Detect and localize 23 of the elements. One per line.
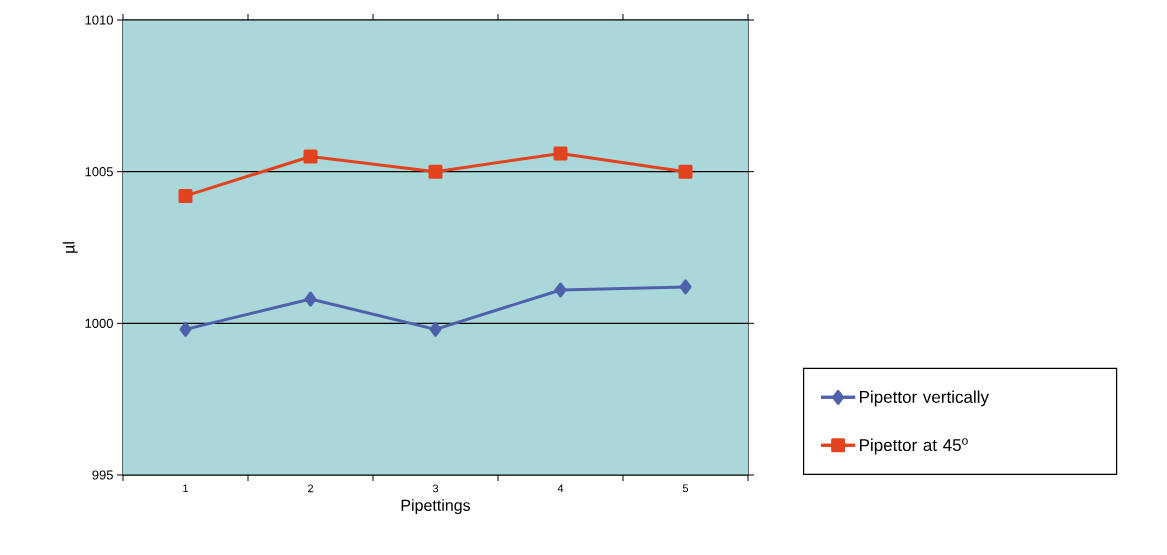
y-axis-title: µl — [62, 242, 78, 253]
y-tick-label: 995 — [92, 470, 113, 480]
y-tick-label: 1000 — [85, 318, 113, 328]
point — [554, 282, 567, 298]
point — [428, 164, 443, 179]
point — [429, 321, 442, 337]
x-axis-title: Pipettings — [401, 499, 471, 515]
point — [553, 146, 568, 161]
y-tick-label: 1005 — [85, 167, 113, 177]
point — [303, 149, 318, 164]
point — [679, 279, 692, 295]
x-tick-label: 3 — [432, 484, 439, 493]
legend-label: Pipettor at 45$^{o}$ — [860, 438, 968, 455]
y-tick-label: 1010 — [85, 15, 113, 25]
x-tick-label: 4 — [557, 484, 564, 493]
x-tick-label: 1 — [183, 484, 189, 493]
point — [678, 164, 693, 179]
x-tick-label: 2 — [307, 484, 314, 493]
point — [179, 321, 192, 337]
point — [178, 188, 193, 203]
x-tick-label: 5 — [682, 484, 689, 493]
point — [304, 291, 317, 307]
legend-label: Pipettor vertically — [860, 390, 989, 407]
